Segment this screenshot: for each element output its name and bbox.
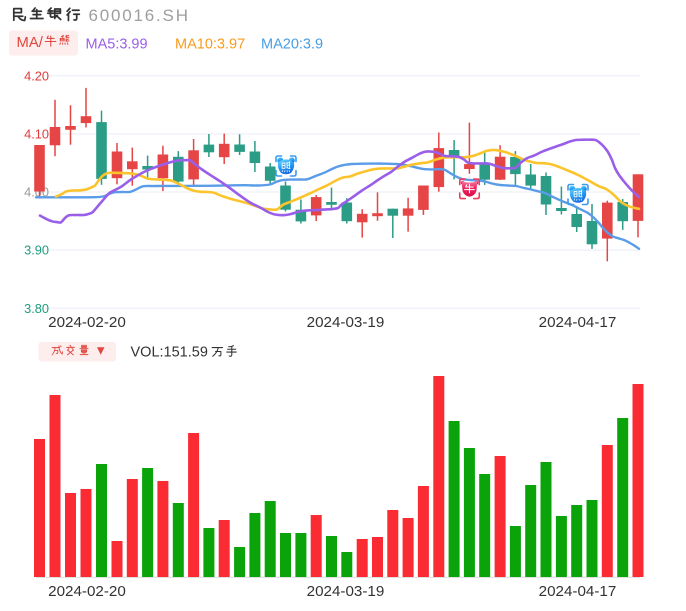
svg-text:2024-03-19: 2024-03-19 bbox=[307, 583, 385, 600]
svg-text:3.90: 3.90 bbox=[24, 243, 49, 258]
svg-text:2024-02-20: 2024-02-20 bbox=[48, 583, 126, 600]
svg-text:2024-04-17: 2024-04-17 bbox=[539, 583, 617, 600]
svg-text:MA10:3.97: MA10:3.97 bbox=[175, 37, 245, 53]
svg-text:600016.SH: 600016.SH bbox=[89, 6, 190, 25]
svg-text:4.20: 4.20 bbox=[24, 68, 49, 83]
svg-text:MA/: MA/ bbox=[17, 35, 44, 51]
svg-text:3.80: 3.80 bbox=[24, 301, 49, 316]
svg-text:MA5:3.99: MA5:3.99 bbox=[86, 37, 148, 53]
svg-text:2024-02-20: 2024-02-20 bbox=[48, 314, 126, 331]
svg-text:4.10: 4.10 bbox=[24, 127, 49, 142]
svg-text:MA20:3.9: MA20:3.9 bbox=[261, 37, 323, 53]
svg-text:2024-04-17: 2024-04-17 bbox=[539, 314, 617, 331]
svg-text:VOL:151.59: VOL:151.59 bbox=[131, 345, 208, 361]
svg-text:2024-03-19: 2024-03-19 bbox=[307, 314, 385, 331]
